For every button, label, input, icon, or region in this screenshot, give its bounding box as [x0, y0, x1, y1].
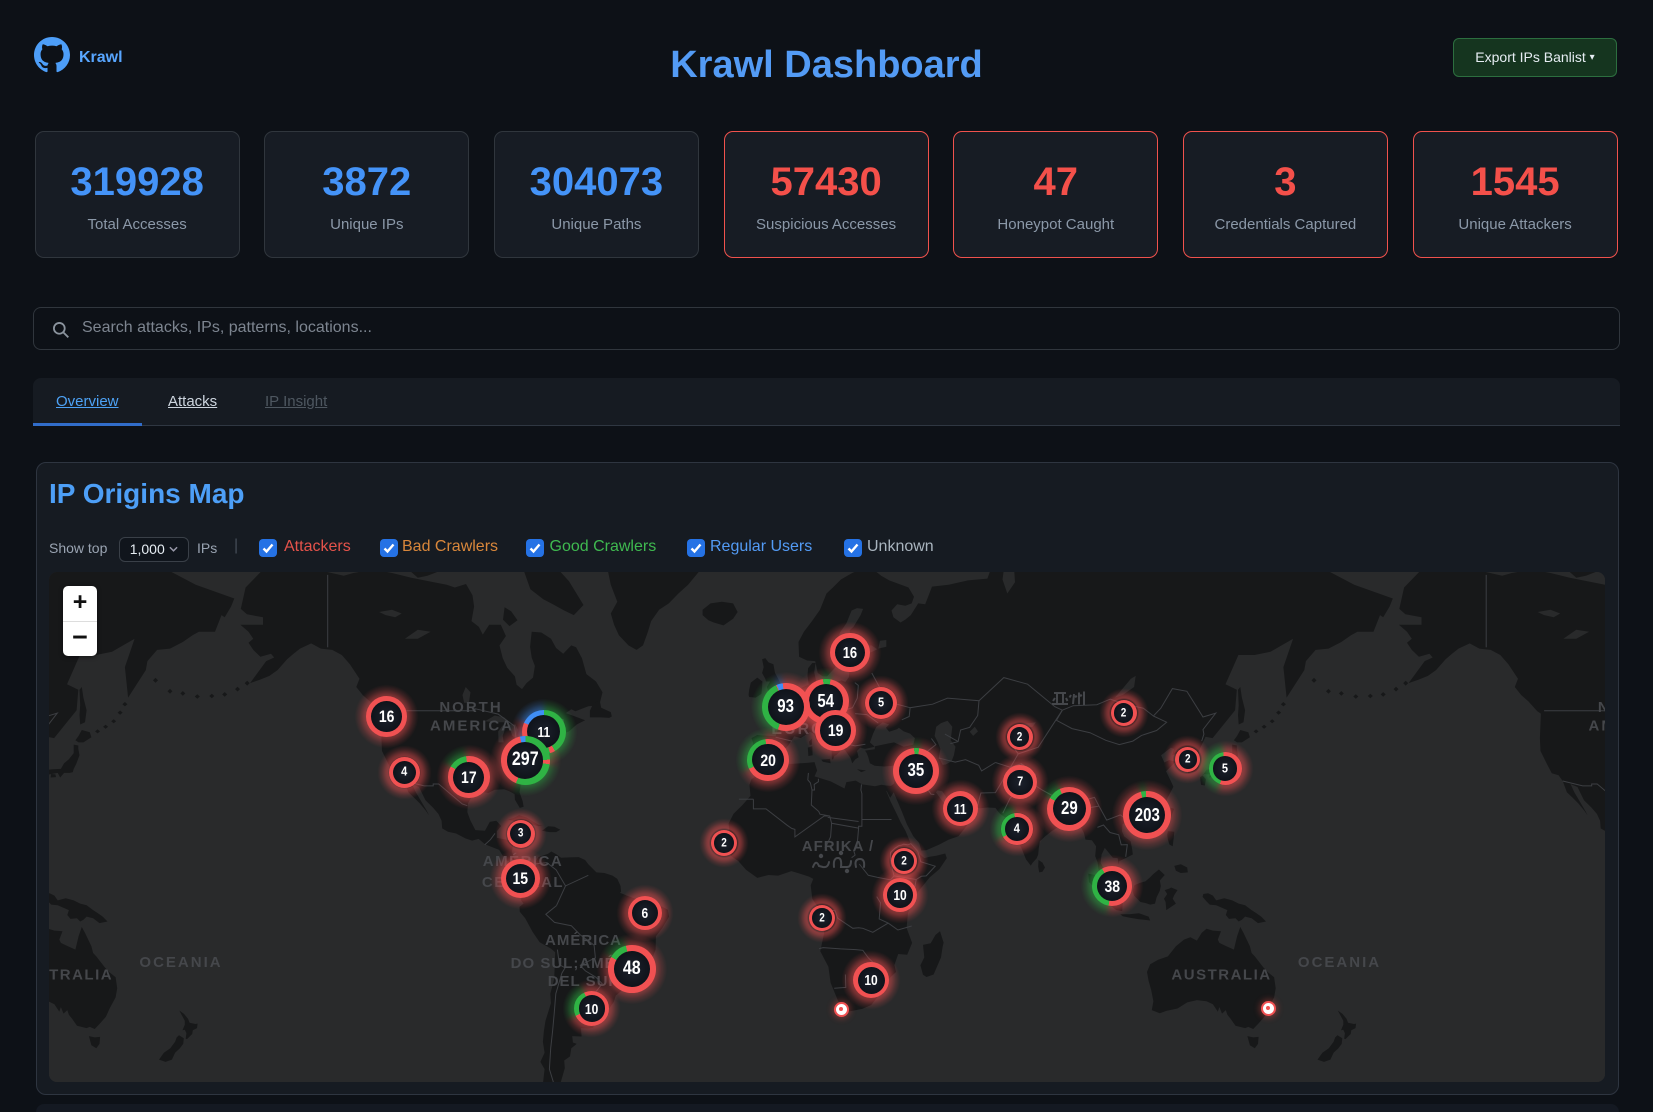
svg-text:AUSTRALIA: AUSTRALIA: [1171, 967, 1271, 984]
svg-text:AFRIKA /: AFRIKA /: [802, 838, 874, 855]
svg-text:AMERICA: AMERICA: [430, 718, 514, 735]
svg-text:OCEANIA: OCEANIA: [1298, 954, 1381, 971]
svg-text:AMÉRICA: AMÉRICA: [545, 932, 622, 949]
svg-text:NORTH: NORTH: [439, 699, 502, 716]
